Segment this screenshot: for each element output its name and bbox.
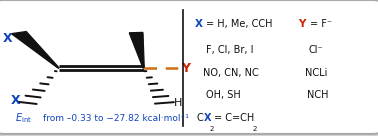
Text: H: H — [174, 98, 182, 108]
Text: F, Cl, Br, I: F, Cl, Br, I — [206, 45, 254, 55]
Text: NO, CN, NC: NO, CN, NC — [203, 68, 259, 78]
Text: Y: Y — [299, 19, 306, 30]
Polygon shape — [129, 33, 144, 68]
Text: Y: Y — [181, 61, 191, 75]
Text: 2: 2 — [253, 126, 257, 132]
Text: Cl⁻: Cl⁻ — [308, 45, 323, 55]
Text: $\mathit{E}_{\rm int}$: $\mathit{E}_{\rm int}$ — [15, 111, 32, 125]
Text: NCLi: NCLi — [305, 68, 328, 78]
Text: = H, Me, CCH: = H, Me, CCH — [206, 19, 273, 30]
Text: X: X — [10, 94, 20, 107]
Text: OH, SH: OH, SH — [206, 90, 241, 100]
Polygon shape — [12, 32, 59, 68]
Text: NCH: NCH — [307, 90, 328, 100]
Text: 2: 2 — [210, 126, 214, 132]
Text: X: X — [203, 113, 211, 123]
Text: X: X — [195, 19, 203, 30]
Text: = F⁻: = F⁻ — [310, 19, 332, 30]
Text: X: X — [3, 32, 12, 45]
Text: from –0.33 to −27.82 kcal·mol⁻¹: from –0.33 to −27.82 kcal·mol⁻¹ — [43, 114, 189, 123]
Text: H: H — [136, 34, 144, 44]
Text: = C=CH: = C=CH — [214, 113, 254, 123]
Text: C: C — [197, 113, 203, 123]
